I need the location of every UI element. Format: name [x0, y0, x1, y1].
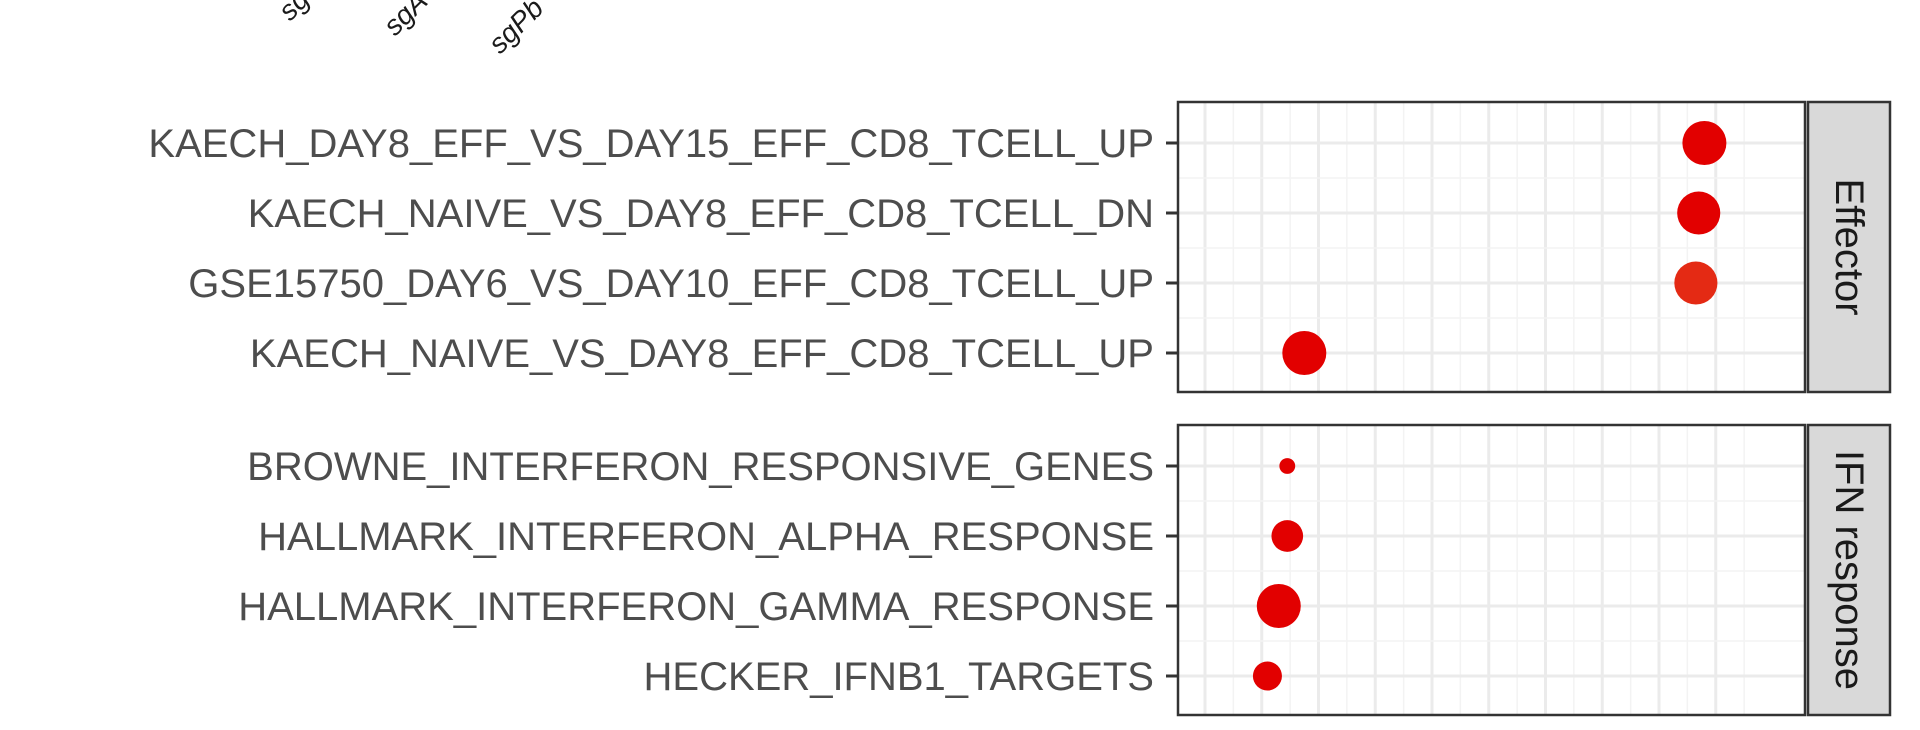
- data-point: [1677, 191, 1721, 235]
- facet-strip: [1806, 423, 1892, 717]
- x-tick-label: sgPb: [482, 0, 549, 59]
- x-axis-labels: sg sgA sgPb: [272, 0, 549, 59]
- y-tick-label: HALLMARK_INTERFERON_GAMMA_RESPONSE: [238, 585, 1154, 629]
- panel-border: [1176, 100, 1807, 394]
- y-tick-label: KAECH_NAIVE_VS_DAY8_EFF_CD8_TCELL_UP: [250, 332, 1154, 376]
- facet-strip: [1806, 100, 1892, 394]
- data-point: [1282, 331, 1327, 375]
- y-tick-label: HALLMARK_INTERFERON_ALPHA_RESPONSE: [258, 515, 1154, 559]
- y-tick-label: HECKER_IFNB1_TARGETS: [644, 655, 1155, 699]
- x-tick-label: sgA: [377, 0, 433, 41]
- data-point: [1256, 584, 1301, 628]
- facet-strip-label: Effector: [1827, 178, 1871, 315]
- data-point: [1279, 458, 1296, 474]
- data-point: [1271, 520, 1304, 552]
- facet-strip-label: IFN response: [1827, 450, 1871, 690]
- panel-border: [1176, 423, 1807, 717]
- y-tick-label: KAECH_NAIVE_VS_DAY8_EFF_CD8_TCELL_DN: [248, 192, 1154, 236]
- y-tick-label: KAECH_DAY8_EFF_VS_DAY15_EFF_CD8_TCELL_UP: [148, 122, 1154, 166]
- y-tick-label: BROWNE_INTERFERON_RESPONSIVE_GENES: [247, 445, 1154, 489]
- y-tick-label: GSE15750_DAY6_VS_DAY10_EFF_CD8_TCELL_UP: [188, 262, 1154, 306]
- panel-background: [1178, 425, 1805, 715]
- facet-panel: KAECH_DAY8_EFF_VS_DAY15_EFF_CD8_TCELL_UP…: [148, 100, 1892, 394]
- data-point: [1682, 121, 1727, 165]
- data-point: [1674, 261, 1718, 305]
- data-point: [1252, 661, 1282, 691]
- facet-panel: BROWNE_INTERFERON_RESPONSIVE_GENES HALLMA…: [238, 423, 1892, 717]
- x-tick-label: sg: [272, 0, 315, 26]
